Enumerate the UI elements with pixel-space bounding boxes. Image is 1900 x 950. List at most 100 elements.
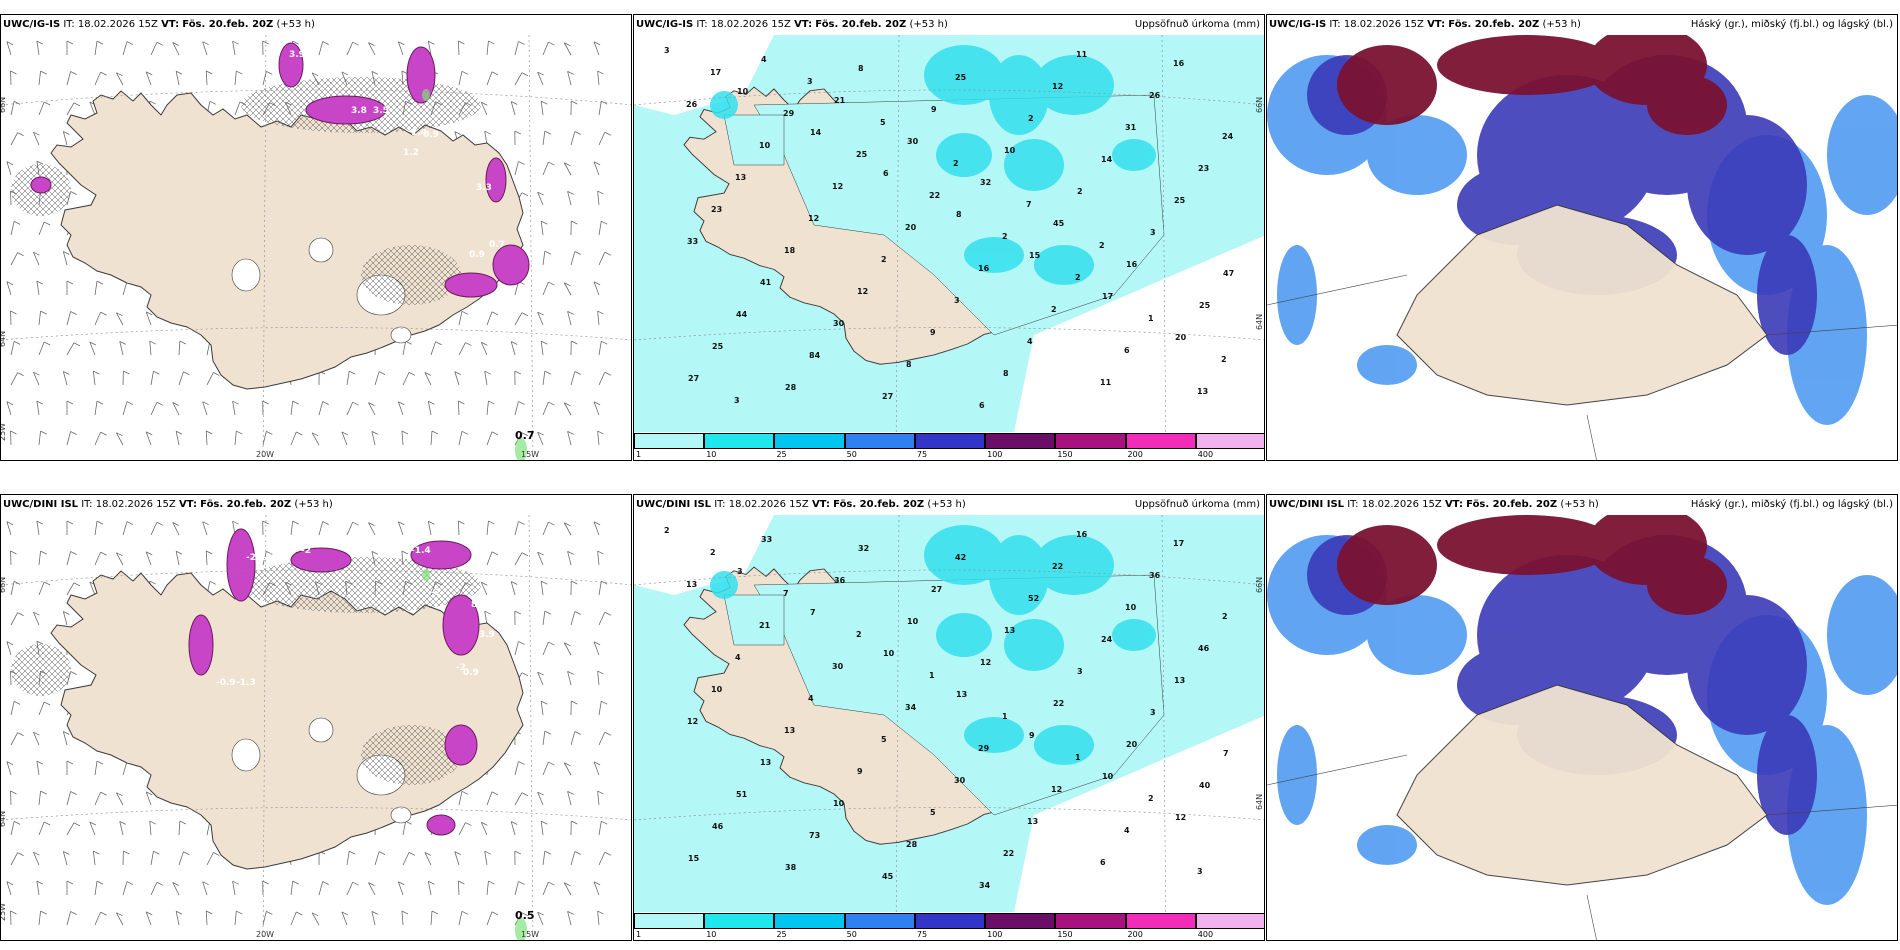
contour-value-label: -1.3 [236, 678, 256, 688]
precip-value-label: 10 [737, 87, 749, 96]
lat-label: 66N [1, 97, 7, 113]
precip-value-label: 20 [1175, 333, 1187, 342]
precip-value-label: 45 [1053, 219, 1065, 228]
precip-value-label: 30 [907, 137, 919, 146]
colorbar-swatch [774, 433, 845, 449]
precip-value-label: 22 [929, 191, 940, 200]
precip-value-label: 2 [1002, 232, 1008, 241]
precip-value-label: 25 [955, 73, 967, 82]
panel-right-title: Uppsöfnuð úrkoma (mm) [1134, 19, 1260, 30]
precip-value-label: 2 [881, 255, 887, 264]
precip-value-label: 28 [785, 383, 797, 392]
colorbar-swatch [704, 433, 775, 449]
precip-value-label: 13 [1174, 676, 1185, 685]
precip-value-label: 13 [760, 758, 771, 767]
precip-value-label: 3 [807, 77, 813, 86]
precip-value-label: 51 [736, 790, 748, 799]
value-label: 0.7 [515, 429, 535, 442]
precip-value-label: 10 [1102, 772, 1114, 781]
precip-value-label: 14 [810, 128, 822, 137]
lon-label: 25W [1, 423, 7, 441]
colorbar-tick: 50 [846, 930, 857, 939]
precip-value-label: 2 [953, 159, 959, 168]
precip-value-label: 1 [1148, 314, 1154, 323]
contour-value-label: -2 [456, 663, 466, 673]
precip-value-label: 15 [688, 854, 700, 863]
lat-label: 66N [1255, 577, 1264, 593]
precip-value-label: 4 [808, 694, 814, 703]
panel-title: UWC/IG-IS IT: 18.02.2026 15Z VT: Fös. 20… [1269, 19, 1581, 30]
precip-value-label: 6 [1124, 346, 1130, 355]
precip-value-label: 44 [736, 310, 748, 319]
precip-value-label: 31 [1125, 123, 1137, 132]
colorbar-tick: 100 [987, 930, 1003, 939]
precip-value-label: 2 [664, 526, 670, 535]
panel-right-title: Háský (gr.), miðský (fj.bl.) og lágský (… [1690, 499, 1893, 510]
precip-value-label: 27 [688, 374, 699, 383]
precip-value-label: 5 [881, 735, 887, 744]
precip-value-label: 12 [1052, 82, 1063, 91]
precip-value-label: 4 [1124, 826, 1130, 835]
precip-value-label: 28 [906, 840, 918, 849]
contour-value-label: 0.8 [591, 720, 607, 730]
contour-value-label: 0.5 [461, 808, 477, 818]
precip-value-label: 12 [857, 287, 868, 296]
lat-label: 64N [1255, 314, 1264, 330]
precip-value-label: 15 [1029, 251, 1041, 260]
colorbar-tick: 10 [706, 930, 717, 939]
lon-label: 15W [521, 450, 539, 459]
precip-value-label: 13 [1004, 626, 1015, 635]
value-label: 0.5 [515, 909, 535, 922]
precip-value-label: 46 [712, 822, 724, 831]
panel-top-right: UWC/IG-IS IT: 18.02.2026 15Z VT: Fös. 20… [1266, 14, 1898, 461]
precip-value-label: 2 [1221, 355, 1227, 364]
colorbar-tick: 25 [776, 450, 787, 459]
precip-value-label: 24 [1222, 132, 1234, 141]
precip-value-label: 11 [1076, 50, 1088, 59]
precip-value-label: 24 [1101, 635, 1113, 644]
precip-value-label: 8 [1003, 369, 1009, 378]
contour-value-label: 8.0 [471, 600, 487, 610]
precip-value-label: 22 [1052, 562, 1063, 571]
precip-value-label: 23 [1198, 164, 1209, 173]
precip-value-label: 6 [979, 401, 985, 410]
precip-value-label: 5 [880, 118, 886, 127]
precip-value-label: 36 [1149, 571, 1161, 580]
precip-value-label: 11 [1100, 378, 1112, 387]
panel-top-middle: UWC/IG-IS IT: 18.02.2026 15Z VT: Fös. 20… [633, 14, 1265, 461]
precip-value-label: 34 [905, 703, 917, 712]
contour-value-label: -2.2 [246, 553, 266, 563]
precip-value-label: 20 [905, 223, 917, 232]
colorbar-swatch [774, 913, 845, 929]
contour-value-label: 1.4 [411, 128, 427, 138]
precip-value-label: 29 [978, 744, 990, 753]
precip-value-label: 42 [955, 553, 966, 562]
contour-value-label: 3.8 [351, 106, 367, 116]
precip-value-label: 13 [956, 690, 967, 699]
precip-value-label: 30 [832, 662, 844, 671]
precip-value-label: 1 [1002, 712, 1008, 721]
colorbar-tick: 150 [1057, 930, 1073, 939]
precip-value-label: 29 [783, 109, 795, 118]
precip-value-label: 5 [930, 808, 936, 817]
precip-value-label: 18 [784, 246, 796, 255]
precip-value-label: 16 [1173, 59, 1185, 68]
lon-label: 20W [256, 450, 274, 459]
colorbar-tick: 50 [846, 450, 857, 459]
precip-value-label: 10 [759, 141, 771, 150]
precip-value-label: 10 [711, 685, 723, 694]
colorbar-swatch [634, 913, 705, 929]
contour-value-label: 0.9 [469, 250, 485, 260]
precip-value-label: 23 [711, 205, 722, 214]
panel-right-title: Uppsöfnuð úrkoma (mm) [1134, 499, 1260, 510]
contour-value-label: -0.9 [216, 678, 236, 688]
colorbar-tick: 200 [1127, 450, 1143, 459]
precip-value-label: 2 [1028, 114, 1034, 123]
precip-value-label: 52 [1028, 594, 1039, 603]
precip-value-label: 2 [1075, 273, 1081, 282]
precip-value-label: 30 [954, 776, 966, 785]
cloud-cover-map [1267, 515, 1897, 940]
panel-right-title: Háský (gr.), miðský (fj.bl.) og lágský (… [1690, 19, 1893, 30]
precip-value-label: 26 [1149, 91, 1161, 100]
precip-value-label: 20 [1126, 740, 1138, 749]
